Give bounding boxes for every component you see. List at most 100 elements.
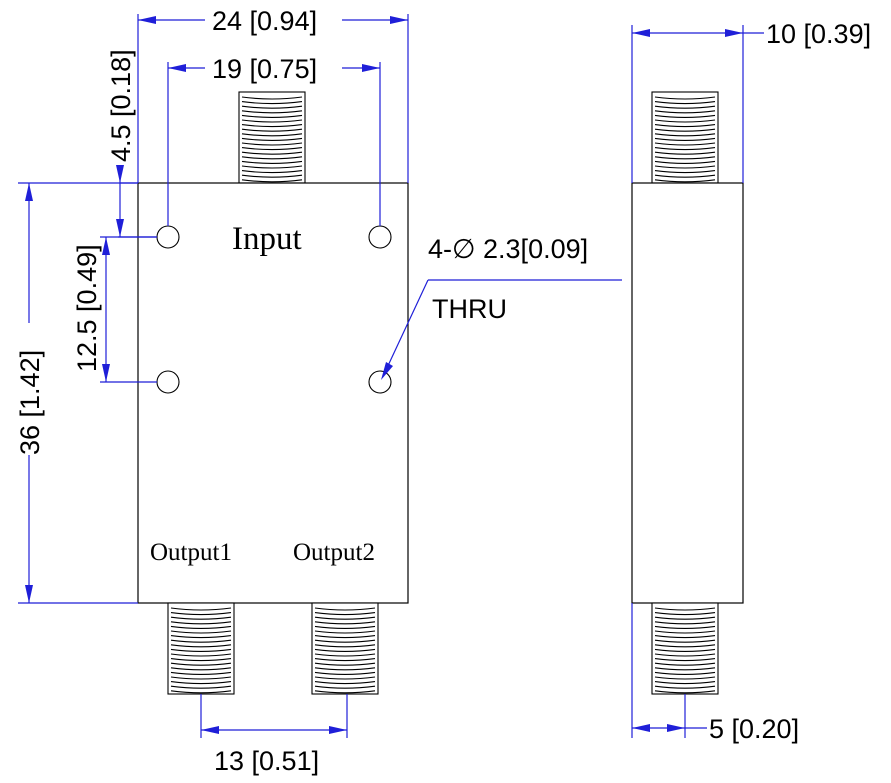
thread-line bbox=[314, 621, 376, 625]
dim-hole-spacing-y: 12.5 [0.49] bbox=[72, 236, 157, 383]
thread-line bbox=[241, 165, 303, 169]
front-view: Input Output1 Output2 bbox=[137, 91, 409, 695]
thread-line bbox=[241, 110, 303, 114]
thread-line bbox=[170, 644, 232, 648]
thread-line bbox=[654, 671, 716, 675]
thread-lines bbox=[170, 607, 232, 694]
thread-line bbox=[170, 690, 232, 694]
splitter-body bbox=[137, 182, 409, 604]
mounting-hole-top-right bbox=[368, 225, 392, 249]
thread-line bbox=[241, 179, 303, 183]
dim-connector-offset-label: 5 [0.20] bbox=[709, 714, 799, 744]
thread-line bbox=[314, 639, 376, 643]
dim-output-spacing-label: 13 [0.51] bbox=[214, 746, 319, 776]
thread-line bbox=[654, 119, 716, 123]
thread-line bbox=[241, 160, 303, 164]
thread-line bbox=[314, 662, 376, 666]
thread-line bbox=[170, 648, 232, 652]
thread-line bbox=[241, 119, 303, 123]
thread-lines bbox=[314, 607, 376, 694]
output1-label: Output1 bbox=[150, 539, 232, 566]
thread-line bbox=[654, 681, 716, 685]
thread-line bbox=[241, 142, 303, 146]
thread-line bbox=[654, 128, 716, 132]
thread-line bbox=[654, 165, 716, 169]
thread-line bbox=[241, 114, 303, 118]
dim-hole-offset-top-label: 4.5 [0.18] bbox=[106, 49, 136, 162]
thread-line bbox=[654, 667, 716, 671]
thread-line bbox=[654, 96, 716, 100]
thread-line bbox=[654, 639, 716, 643]
thread-lines bbox=[654, 96, 716, 183]
thread-line bbox=[654, 644, 716, 648]
thread-line bbox=[654, 662, 716, 666]
thread-line bbox=[314, 648, 376, 652]
thread-line bbox=[314, 644, 376, 648]
side-top-connector bbox=[651, 91, 719, 184]
thread-line bbox=[654, 648, 716, 652]
thread-line bbox=[654, 105, 716, 109]
output1-connector bbox=[167, 602, 235, 695]
input-label: Input bbox=[232, 221, 302, 257]
side-body bbox=[631, 182, 744, 604]
thread-line bbox=[170, 676, 232, 680]
hole-callout-thru-label: THRU bbox=[432, 294, 507, 324]
thread-line bbox=[241, 137, 303, 141]
dim-hole-spacing-x-label: 19 [0.75] bbox=[212, 54, 317, 84]
dim-overall-height-label: 36 [1.42] bbox=[15, 350, 45, 455]
thread-line bbox=[654, 142, 716, 146]
thread-line bbox=[170, 639, 232, 643]
thread-line bbox=[654, 658, 716, 662]
thread-line bbox=[241, 128, 303, 132]
thread-line bbox=[170, 681, 232, 685]
thread-line bbox=[170, 616, 232, 620]
thread-line bbox=[654, 133, 716, 137]
side-view bbox=[631, 91, 744, 695]
thread-line bbox=[170, 625, 232, 629]
thread-line bbox=[654, 612, 716, 616]
thread-line bbox=[654, 160, 716, 164]
thread-line bbox=[170, 658, 232, 662]
thread-line bbox=[314, 671, 376, 675]
thread-line bbox=[654, 179, 716, 183]
thread-line bbox=[241, 156, 303, 160]
thread-line bbox=[314, 690, 376, 694]
thread-line bbox=[170, 635, 232, 639]
thread-line bbox=[170, 630, 232, 634]
thread-line bbox=[654, 101, 716, 105]
thread-line bbox=[314, 616, 376, 620]
thread-line bbox=[314, 630, 376, 634]
thread-line bbox=[654, 114, 716, 118]
mounting-hole-top-left bbox=[156, 225, 180, 249]
input-connector bbox=[238, 91, 306, 184]
thread-line bbox=[170, 671, 232, 675]
thread-line bbox=[654, 137, 716, 141]
thread-line bbox=[314, 676, 376, 680]
thread-line bbox=[241, 151, 303, 155]
thread-line bbox=[654, 690, 716, 694]
dim-hole-spacing-y-label: 12.5 [0.49] bbox=[72, 244, 102, 372]
thread-line bbox=[314, 625, 376, 629]
thread-line bbox=[654, 685, 716, 689]
thread-line bbox=[314, 667, 376, 671]
thread-line bbox=[314, 681, 376, 685]
thread-line bbox=[314, 607, 376, 611]
thread-line bbox=[241, 133, 303, 137]
thread-line bbox=[654, 607, 716, 611]
thread-line bbox=[170, 612, 232, 616]
thread-line bbox=[314, 658, 376, 662]
thread-line bbox=[654, 625, 716, 629]
hole-callout: 4-∅ 2.3[0.09] THRU bbox=[381, 234, 622, 380]
thread-line bbox=[314, 612, 376, 616]
dim-overall-width: 24 [0.94] bbox=[137, 6, 409, 183]
thread-line bbox=[241, 101, 303, 105]
thread-line bbox=[170, 662, 232, 666]
thread-line bbox=[654, 170, 716, 174]
thread-line bbox=[170, 653, 232, 657]
thread-line bbox=[314, 653, 376, 657]
thread-line bbox=[241, 105, 303, 109]
thread-line bbox=[170, 607, 232, 611]
hole-callout-label: 4-∅ 2.3[0.09] bbox=[428, 234, 588, 264]
thread-line bbox=[314, 685, 376, 689]
